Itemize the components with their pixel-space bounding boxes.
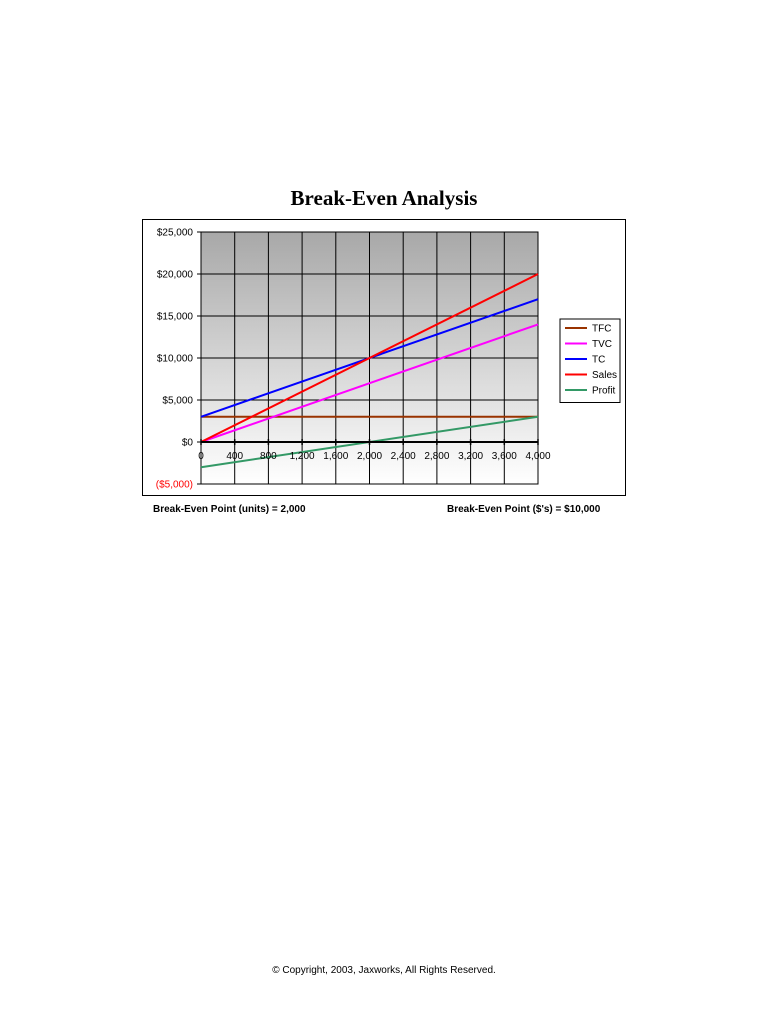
x-tick-label-9: 3,600 — [492, 451, 517, 462]
x-tick-label-8: 3,200 — [458, 451, 483, 462]
x-tick-label-0: 0 — [198, 451, 204, 462]
legend-label-profit: Profit — [592, 386, 616, 397]
legend-label-tc: TC — [592, 355, 605, 366]
x-tick-label-4: 1,600 — [323, 451, 348, 462]
y-tick-label-2: $5,000 — [162, 396, 193, 407]
legend-label-tvc: TVC — [592, 339, 612, 350]
legend-label-sales: Sales — [592, 370, 617, 381]
break-even-chart: ($5,000) $0 $5,000 $10,000 $15,000 $20,000 $25… — [156, 228, 621, 491]
legend-box — [559, 318, 621, 403]
copyright-notice: © Copyright, 2003, Jaxworks, All Rights … — [272, 965, 496, 976]
y-tick-label-1: $0 — [182, 438, 194, 449]
x-tick-label-10: 4,000 — [525, 451, 550, 462]
chart-frame: ($5,000) $0 $5,000 $10,000 $15,000 $20,000 $25… — [142, 219, 626, 496]
x-tick-label-2: 800 — [260, 451, 277, 462]
y-tick-label-6: $25,000 — [157, 228, 194, 239]
x-tick-label-5: 2,000 — [357, 451, 382, 462]
y-tick-label-5: $20,000 — [157, 270, 194, 281]
x-tick-label-1: 400 — [226, 451, 243, 462]
x-tick-label-6: 2,400 — [391, 451, 416, 462]
chart-title: Break-Even Analysis — [290, 186, 478, 210]
series-line-tvc — [200, 323, 539, 443]
y-tick-label-3: $10,000 — [157, 354, 194, 365]
y-tick-label-0: ($5,000) — [156, 480, 193, 491]
x-tick-label-3: 1,200 — [290, 451, 315, 462]
y-tick-label-4: $15,000 — [157, 312, 194, 323]
break-even-dollars: Break-Even Point ($'s) = $10,000 — [447, 504, 601, 515]
legend-label-tfc: TFC — [592, 324, 611, 335]
x-tick-label-7: 2,800 — [424, 451, 449, 462]
series-line-sales — [200, 273, 539, 443]
break-even-units: Break-Even Point (units) = 2,000 — [153, 504, 306, 515]
